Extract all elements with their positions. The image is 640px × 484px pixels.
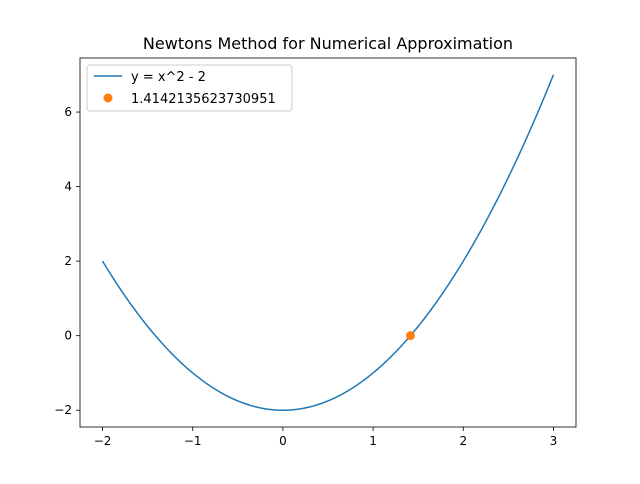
legend-point-swatch: [103, 93, 113, 103]
x-tick-label: 0: [279, 434, 287, 448]
x-tick-label: −2: [94, 434, 112, 448]
y-tick-label: 2: [64, 254, 72, 268]
y-tick-label: −2: [54, 403, 72, 417]
legend: y = x^2 - 2 1.4142135623730951: [86, 64, 293, 112]
y-axis-ticks: −2 0 2 4 6: [54, 105, 80, 417]
x-tick-label: 1: [369, 434, 377, 448]
x-tick-label: −1: [184, 434, 202, 448]
y-tick-label: 6: [64, 105, 72, 119]
series-line: [101, 74, 555, 411]
y-tick-label: 0: [64, 329, 72, 343]
legend-label-line: y = x^2 - 2: [131, 70, 206, 85]
legend-label-point: 1.4142135623730951: [131, 92, 276, 107]
y-tick-label: 4: [64, 180, 72, 194]
x-tick-label: 2: [459, 434, 467, 448]
root-point: [405, 331, 415, 341]
x-axis-ticks: −2 −1 0 1 2 3: [94, 427, 558, 448]
plot-area: [101, 74, 555, 411]
axes-frame: [79, 57, 577, 428]
x-tick-label: 3: [550, 434, 558, 448]
legend-box: [86, 64, 293, 112]
chart-title: Newtons Method for Numerical Approximati…: [143, 34, 513, 53]
